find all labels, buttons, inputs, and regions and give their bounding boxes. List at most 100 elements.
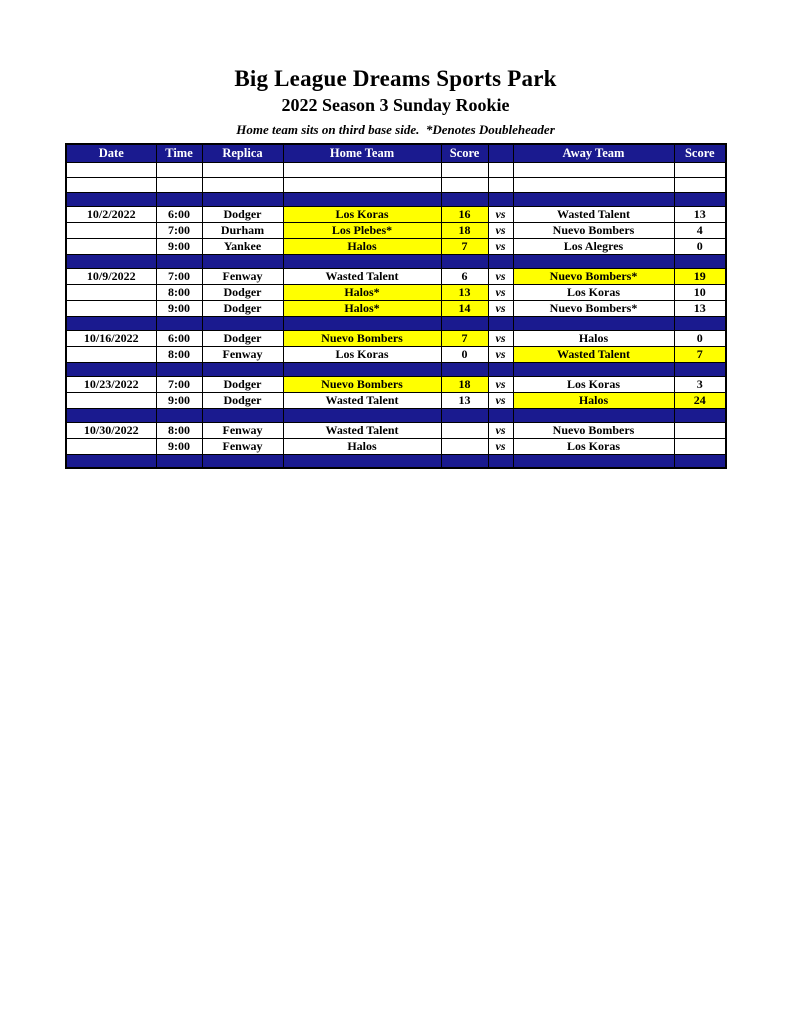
- schedule-note: Home team sits on third base side. *Deno…: [236, 122, 555, 137]
- replica-cell: Dodger: [201, 375, 284, 393]
- replica-cell: Dodger: [201, 299, 284, 317]
- home-team-cell: Nuevo Bombers: [282, 375, 442, 393]
- time-cell: [155, 453, 203, 469]
- home-score-cell: [440, 453, 489, 469]
- home-team-cell: [282, 176, 442, 193]
- home-team-cell: Wasted Talent: [282, 421, 442, 439]
- vs-cell: vs: [487, 267, 514, 285]
- date-cell: [65, 161, 157, 178]
- replica-cell: Yankee: [201, 237, 284, 255]
- away-score-cell: 0: [673, 329, 727, 347]
- time-cell: 6:00: [155, 329, 203, 347]
- date-cell: [65, 283, 157, 301]
- time-cell: 8:00: [155, 421, 203, 439]
- vs-cell: vs: [487, 221, 514, 239]
- away-score-cell: [673, 361, 727, 377]
- away-score-cell: 24: [673, 391, 727, 409]
- away-team-cell: [512, 407, 675, 423]
- away-team-cell: Nuevo Bombers: [512, 421, 675, 439]
- away-team-cell: Wasted Talent: [512, 205, 675, 223]
- away-team-cell: Wasted Talent: [512, 345, 675, 363]
- home-team-cell: Los Koras: [282, 205, 442, 223]
- away-score-cell: [673, 253, 727, 269]
- time-cell: 7:00: [155, 221, 203, 239]
- away-score-cell: [673, 315, 727, 331]
- date-cell: [65, 299, 157, 317]
- column-header-vs: [487, 143, 514, 163]
- game-row: 8:00 Dodger Halos* 13 vs Los Koras 10: [65, 283, 727, 301]
- home-score-cell: [440, 361, 489, 377]
- home-score-cell: 14: [440, 299, 489, 317]
- schedule-table-body: 10/2/2022 6:00 Dodger Los Koras 16 vs Wasted T…: [65, 161, 727, 469]
- away-score-cell: [673, 191, 727, 207]
- time-cell: 9:00: [155, 299, 203, 317]
- time-cell: 9:00: [155, 237, 203, 255]
- home-team-cell: [282, 453, 442, 469]
- vs-cell: vs: [487, 345, 514, 363]
- home-team-cell: Nuevo Bombers: [282, 329, 442, 347]
- vs-cell: vs: [487, 283, 514, 301]
- replica-cell: [201, 407, 284, 423]
- home-score-cell: [440, 161, 489, 178]
- vs-cell: vs: [487, 391, 514, 409]
- game-row: 10/23/2022 7:00 Dodger Nuevo Bombers 18 vs Los…: [65, 375, 727, 393]
- vs-cell: [487, 176, 514, 193]
- away-team-cell: Los Alegres: [512, 237, 675, 255]
- column-header-time: Time: [155, 143, 203, 163]
- replica-cell: Fenway: [201, 437, 284, 455]
- replica-cell: [201, 161, 284, 178]
- home-score-cell: [440, 315, 489, 331]
- time-cell: [155, 176, 203, 193]
- away-score-cell: 4: [673, 221, 727, 239]
- away-team-cell: Halos: [512, 329, 675, 347]
- home-score-cell: 18: [440, 375, 489, 393]
- away-team-cell: Nuevo Bombers*: [512, 267, 675, 285]
- date-cell: [65, 407, 157, 423]
- column-header-home-team: Home Team: [282, 143, 442, 163]
- time-cell: 6:00: [155, 205, 203, 223]
- home-team-cell: Los Plebes*: [282, 221, 442, 239]
- replica-cell: Fenway: [201, 267, 284, 285]
- home-score-cell: [440, 437, 489, 455]
- date-cell: 10/30/2022: [65, 421, 157, 439]
- empty-row: [65, 161, 727, 178]
- game-row: 10/30/2022 8:00 Fenway Wasted Talent vs Nuevo…: [65, 421, 727, 439]
- date-cell: [65, 391, 157, 409]
- column-header-away-team: Away Team: [512, 143, 675, 163]
- away-team-cell: Los Koras: [512, 283, 675, 301]
- column-header-away-score: Score: [673, 143, 727, 163]
- replica-cell: Dodger: [201, 391, 284, 409]
- away-score-cell: 13: [673, 205, 727, 223]
- home-score-cell: 18: [440, 221, 489, 239]
- date-cell: 10/16/2022: [65, 329, 157, 347]
- replica-cell: Durham: [201, 221, 284, 239]
- away-team-cell: [512, 176, 675, 193]
- game-row: 8:00 Fenway Los Koras 0 vs Wasted Talent 7: [65, 345, 727, 363]
- home-score-cell: 7: [440, 329, 489, 347]
- vs-cell: [487, 191, 514, 207]
- away-team-cell: Halos: [512, 391, 675, 409]
- time-cell: [155, 191, 203, 207]
- replica-cell: [201, 253, 284, 269]
- away-team-cell: Nuevo Bombers*: [512, 299, 675, 317]
- home-score-cell: 13: [440, 391, 489, 409]
- date-cell: [65, 437, 157, 455]
- separator-row: [65, 407, 727, 423]
- game-row: 10/9/2022 7:00 Fenway Wasted Talent 6 vs Nuevo…: [65, 267, 727, 285]
- home-team-cell: [282, 315, 442, 331]
- vs-cell: [487, 361, 514, 377]
- replica-cell: Dodger: [201, 205, 284, 223]
- header-row: Date Time Replica Home Team Score Away Team Sc…: [65, 143, 727, 163]
- away-score-cell: [673, 161, 727, 178]
- away-team-cell: [512, 191, 675, 207]
- home-team-cell: Wasted Talent: [282, 391, 442, 409]
- away-score-cell: 3: [673, 375, 727, 393]
- away-score-cell: [673, 176, 727, 193]
- game-row: 10/16/2022 6:00 Dodger Nuevo Bombers 7 vs Halo…: [65, 329, 727, 347]
- page-title: Big League Dreams Sports Park: [234, 66, 557, 91]
- date-cell: [65, 453, 157, 469]
- vs-cell: [487, 253, 514, 269]
- date-cell: [65, 315, 157, 331]
- home-team-cell: [282, 161, 442, 178]
